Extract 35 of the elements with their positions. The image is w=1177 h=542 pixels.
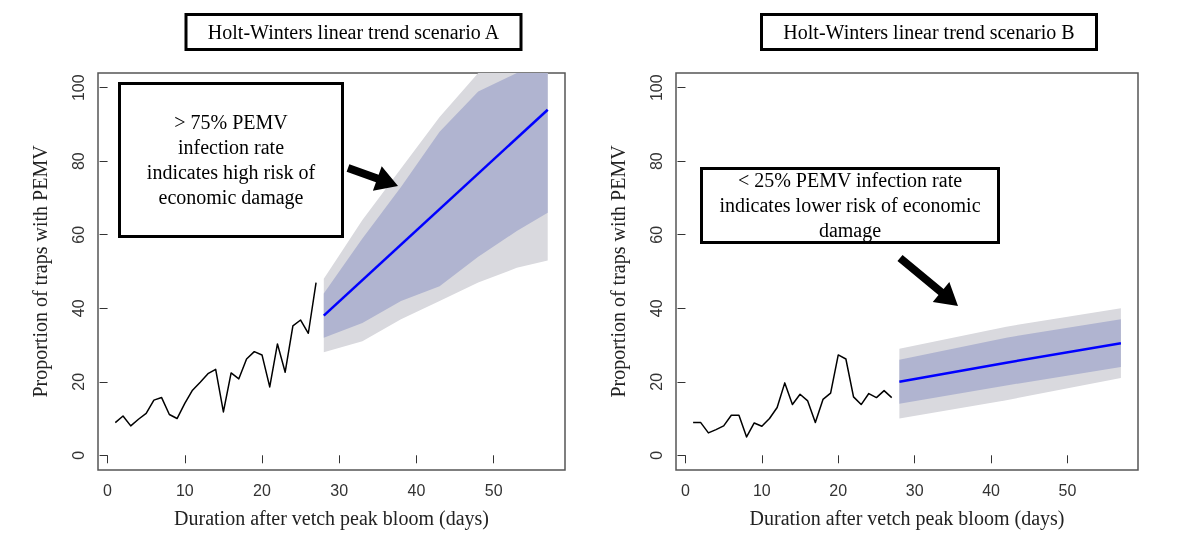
line-series [692,354,893,438]
y-tick-label: 40 [647,299,665,318]
line-series [114,281,317,427]
text-box: < 25% PEMV infection rate indicates lower risk of economic damage [700,167,1000,244]
chart-title: Holt-Winters linear trend scenario B [783,21,1075,43]
x-tick-label: 20 [829,481,848,499]
y-tick-label: 100 [69,74,87,102]
x-tick-label: 40 [982,481,1001,499]
text-box: > 75% PEMV infection rate indicates high risk of economic damage [118,82,344,238]
y-tick-label: 80 [69,152,87,171]
y-tick-label: 0 [69,450,87,460]
x-axis-title: Duration after vetch peak bloom (days) [749,507,1065,530]
x-tick-label: 30 [330,481,349,499]
y-tick-label: 60 [69,225,87,244]
x-tick-label: 30 [905,481,924,499]
y-tick-label: 0 [647,450,665,460]
x-tick-label: 20 [253,481,272,499]
x-tick-label: 0 [681,481,691,499]
x-tick-label: 40 [407,481,426,499]
x-tick-label: 10 [175,481,194,499]
chart-title: Holt-Winters linear trend scenario A [207,21,500,43]
y-tick-label: 20 [69,372,87,391]
x-axis-title: Duration after vetch peak bloom (days) [174,507,489,530]
x-tick-label: 0 [103,481,113,499]
annotation: > 75% PEMV infection rate indicates high risk of economic damage [145,110,317,210]
y-axis-title: Proportion of traps with PEMV [29,144,52,398]
x-tick-label: 50 [484,481,503,499]
y-tick-label: 20 [647,372,665,391]
y-tick-label: 60 [647,225,665,244]
y-tick-label: 40 [69,299,87,318]
y-axis-title: Proportion of traps with PEMV [607,144,630,398]
x-tick-label: 10 [752,481,771,499]
y-tick-label: 80 [647,152,665,171]
x-tick-label: 50 [1058,481,1077,499]
y-tick-label: 100 [647,74,665,102]
